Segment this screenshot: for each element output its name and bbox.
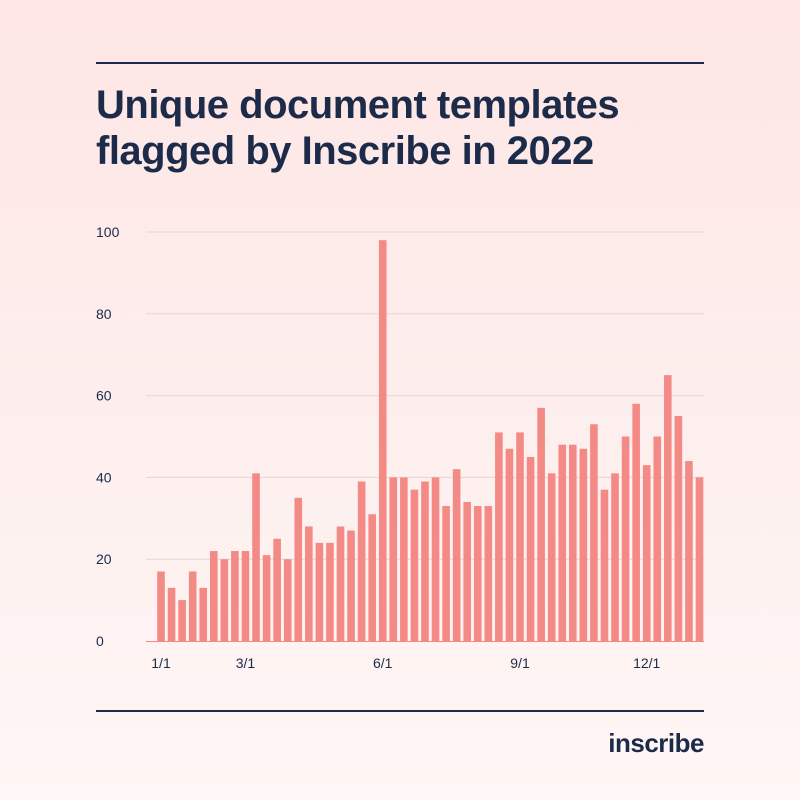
bar — [664, 375, 672, 641]
bar — [410, 489, 419, 641]
bar — [231, 551, 239, 641]
bar — [252, 473, 260, 641]
bar — [547, 473, 556, 641]
bar — [579, 448, 588, 641]
y-tick-label: 60 — [96, 388, 112, 404]
x-tick-label: 9/1 — [510, 655, 530, 671]
x-tick-label: 1/1 — [151, 655, 171, 671]
bar — [421, 481, 429, 641]
bar — [600, 489, 609, 641]
bar — [473, 506, 482, 641]
bar — [262, 555, 271, 641]
bar — [378, 240, 387, 641]
bar — [273, 538, 281, 641]
bottom-rule — [96, 710, 704, 712]
bar — [241, 551, 250, 641]
bar — [452, 469, 461, 641]
y-tick-label: 0 — [96, 633, 104, 649]
chart-title-line-1: Unique document templates — [96, 83, 620, 127]
inscribe-logo: inscribe — [608, 728, 704, 758]
bar — [695, 477, 704, 641]
bar — [495, 432, 503, 641]
bar — [209, 551, 218, 641]
bar — [389, 477, 398, 641]
bar — [283, 559, 292, 641]
chart-title-line-2: flagged by Inscribe in 2022 — [96, 129, 594, 173]
bar — [568, 444, 577, 641]
bar — [167, 587, 176, 641]
bar — [674, 416, 683, 641]
bar — [199, 587, 208, 641]
bar — [357, 481, 366, 641]
x-tick-label: 12/1 — [633, 655, 660, 671]
bar — [463, 501, 472, 641]
bar — [558, 444, 567, 641]
bar — [431, 477, 440, 641]
bar — [484, 506, 493, 641]
y-axis-ticks: 0 20 40 60 80 100 — [96, 224, 120, 649]
top-rule — [96, 62, 704, 64]
y-tick-label: 80 — [96, 306, 112, 322]
gridlines — [146, 231, 704, 560]
bar — [220, 559, 229, 641]
bar — [611, 473, 619, 641]
y-tick-label: 20 — [96, 551, 112, 567]
bar — [178, 600, 186, 641]
y-tick-label: 40 — [96, 469, 112, 485]
x-axis-ticks: 1/1 3/1 6/1 9/1 12/1 — [146, 641, 704, 671]
x-tick-label: 6/1 — [373, 655, 393, 671]
bar — [642, 465, 651, 641]
bar — [326, 542, 334, 641]
chart-title: Unique document templates flagged by Ins… — [96, 82, 716, 174]
bar — [590, 424, 598, 641]
bar — [400, 477, 408, 641]
bar — [305, 526, 313, 641]
bar — [621, 436, 630, 641]
bar — [315, 542, 324, 641]
bar — [347, 530, 355, 641]
bar — [685, 461, 693, 641]
bar — [157, 571, 165, 641]
bar — [368, 514, 376, 641]
bar — [505, 448, 514, 641]
bar — [516, 432, 524, 641]
bar — [336, 526, 345, 641]
bar — [653, 436, 662, 641]
bars — [157, 240, 704, 641]
bar — [442, 506, 450, 641]
bar — [526, 456, 535, 641]
x-tick-label: 3/1 — [236, 655, 256, 671]
bar — [188, 571, 197, 641]
y-tick-label: 100 — [96, 224, 120, 240]
bar — [537, 407, 545, 641]
bar — [294, 497, 303, 641]
bar — [632, 403, 640, 641]
